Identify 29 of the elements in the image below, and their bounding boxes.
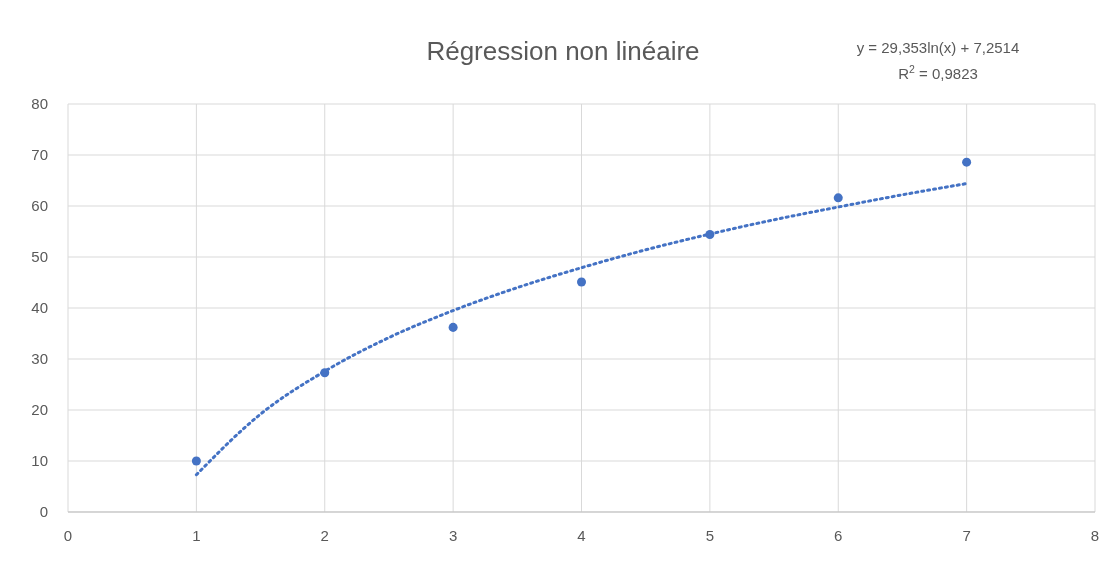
x-tick-label: 3 <box>448 526 458 544</box>
x-tick-label: 2 <box>320 526 329 544</box>
point <box>448 322 458 332</box>
chart-title: Régression non linéaire <box>426 36 700 66</box>
y-tick-label: 80 <box>31 95 48 113</box>
x-tick-label: 0 <box>63 526 73 544</box>
y-tick-label: 20 <box>31 401 48 419</box>
point <box>320 368 330 378</box>
line-series <box>194 182 969 477</box>
y-tick-label: 70 <box>31 146 48 164</box>
text: y = 29,353ln(x) + 7,2514 <box>856 39 1020 56</box>
y-tick-label: 10 <box>31 452 48 470</box>
point <box>191 456 201 466</box>
x-tick-label: 6 <box>834 526 843 544</box>
x-tick-label: 8 <box>1090 526 1100 544</box>
text: R$^{2}$ = 0,9823 <box>898 63 978 82</box>
point <box>962 157 972 167</box>
point <box>576 277 587 287</box>
y-tick-label: 40 <box>31 299 48 317</box>
point <box>833 193 843 203</box>
y-tick-label: 60 <box>31 197 48 215</box>
x-tick-label: 5 <box>705 526 715 544</box>
x-tick-label: 4 <box>577 526 586 544</box>
y-tick-label: 50 <box>31 248 48 266</box>
x-tick-label: 1 <box>192 526 201 544</box>
y-tick-label: 0 <box>39 503 48 521</box>
point <box>705 230 715 240</box>
y-tick-label: 30 <box>31 350 48 368</box>
x-tick-label: 7 <box>962 526 971 544</box>
